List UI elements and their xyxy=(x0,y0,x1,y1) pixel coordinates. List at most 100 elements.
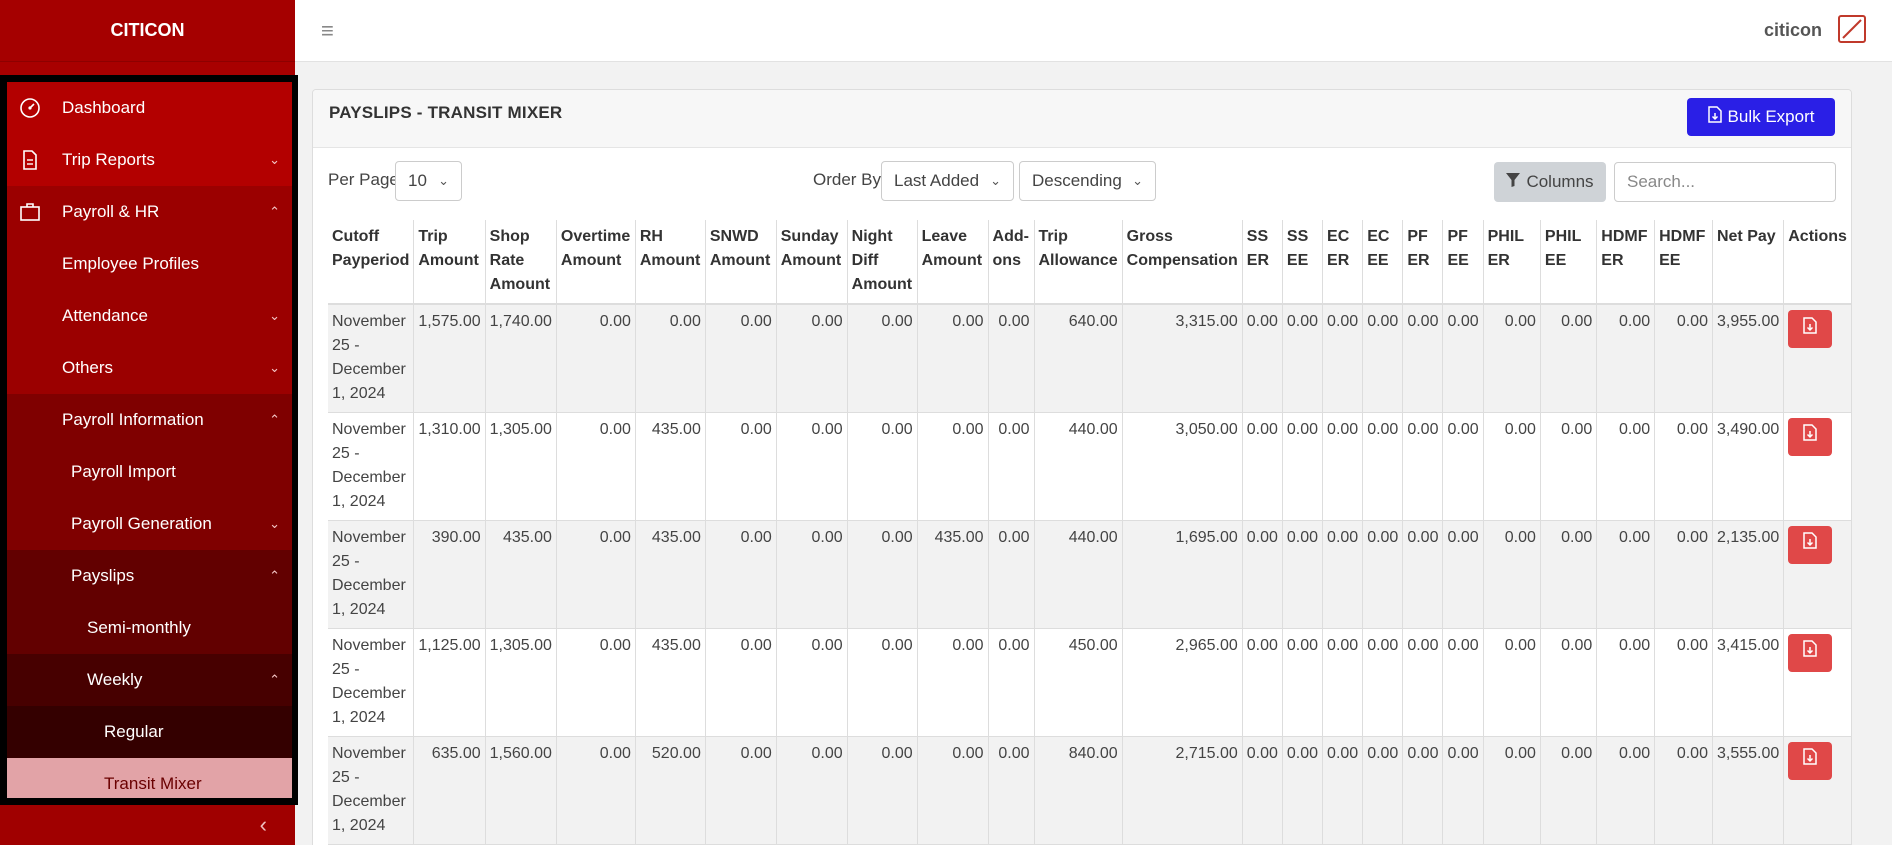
cutoff-period-cell: November 25 - December 1, 2024 xyxy=(328,304,415,413)
column-header[interactable]: Trip Allowance xyxy=(1034,220,1123,305)
table-cell: 1,125.00 xyxy=(413,628,486,737)
table-cell: 0.00 xyxy=(1483,304,1541,413)
table-cell: 0.00 xyxy=(1402,736,1444,845)
table-cell: 640.00 xyxy=(1034,304,1123,413)
download-payslip-button[interactable] xyxy=(1788,633,1833,672)
sidebar-item-transit-mixer[interactable]: Transit Mixer xyxy=(7,758,292,798)
table-cell: 435.00 xyxy=(635,412,706,521)
column-header[interactable]: EC EE xyxy=(1362,220,1404,305)
table-cell: 0.00 xyxy=(776,412,848,521)
sidebar-item-label: Employee Profiles xyxy=(62,254,200,273)
actions-cell xyxy=(1783,304,1851,413)
column-header[interactable]: HDMF ER xyxy=(1596,220,1656,305)
column-header[interactable]: PHIL EE xyxy=(1540,220,1598,305)
table-cell: 0.00 xyxy=(1242,520,1283,629)
sidebar-item-weekly[interactable]: Weekly ⌃ xyxy=(7,654,292,706)
search-input[interactable] xyxy=(1614,162,1836,202)
file-export-icon xyxy=(1707,106,1722,128)
sidebar-item-payroll-information[interactable]: Payroll Information ⌃ xyxy=(7,394,292,446)
user-name[interactable]: citicon xyxy=(1763,20,1822,40)
table-cell: 0.00 xyxy=(1282,304,1324,413)
download-payslip-button[interactable] xyxy=(1788,417,1833,456)
table-cell: 0.00 xyxy=(847,304,918,413)
filter-icon xyxy=(1506,172,1521,192)
column-header[interactable]: Add-ons xyxy=(988,220,1035,305)
table-cell: 0.00 xyxy=(1282,520,1324,629)
sidebar-item-label: Payslips xyxy=(71,566,135,585)
table-cell: 0.00 xyxy=(1540,520,1598,629)
column-header[interactable]: Trip Amount xyxy=(413,220,486,305)
order-by-select[interactable]: Last Added ⌄ xyxy=(881,161,1014,201)
column-header[interactable]: Night Diff Amount xyxy=(847,220,918,305)
table-cell: 0.00 xyxy=(847,736,918,845)
sidebar-item-label: Semi-monthly xyxy=(87,618,191,637)
column-header[interactable]: Cutoff Payperiod xyxy=(328,220,415,305)
column-header[interactable]: RH Amount xyxy=(635,220,706,305)
brand-logo: CITICON xyxy=(0,0,295,62)
table-cell: 0.00 xyxy=(705,412,777,521)
column-header[interactable]: HDMF EE xyxy=(1654,220,1713,305)
sidebar-item-payroll-hr[interactable]: Payroll & HR ⌃ xyxy=(7,186,292,238)
bulk-export-button[interactable]: Bulk Export xyxy=(1687,98,1835,136)
column-header[interactable]: SS ER xyxy=(1242,220,1283,305)
sidebar-item-payslips[interactable]: Payslips ⌃ xyxy=(7,550,292,602)
column-header[interactable]: Leave Amount xyxy=(917,220,989,305)
table-cell: 1,310.00 xyxy=(413,412,486,521)
sidebar-item-label: Payroll & HR xyxy=(62,202,160,221)
card-header: PAYSLIPS - TRANSIT MIXER Bulk Export xyxy=(313,90,1851,148)
table-cell: 1,305.00 xyxy=(485,628,557,737)
table-cell: 0.00 xyxy=(1402,520,1444,629)
sidebar-item-regular[interactable]: Regular xyxy=(7,706,292,758)
avatar[interactable] xyxy=(1838,15,1866,43)
table-cell: 0.00 xyxy=(1282,412,1324,521)
download-payslip-button[interactable] xyxy=(1788,525,1833,564)
column-header[interactable]: Shop Rate Amount xyxy=(485,220,557,305)
column-header[interactable]: PF ER xyxy=(1402,220,1444,305)
per-page-select[interactable]: 10 ⌄ xyxy=(395,161,462,201)
table-cell: 390.00 xyxy=(413,520,486,629)
table-cell: 3,415.00 xyxy=(1712,628,1785,737)
chevron-down-icon: ⌄ xyxy=(1132,173,1143,188)
column-header[interactable]: EC ER xyxy=(1322,220,1364,305)
order-direction-select[interactable]: Descending ⌄ xyxy=(1019,161,1156,201)
table-cell: 0.00 xyxy=(1540,628,1598,737)
sidebar-item-payroll-generation[interactable]: Payroll Generation ⌄ xyxy=(7,498,292,550)
table-cell: 0.00 xyxy=(776,520,848,629)
column-header[interactable]: Sunday Amount xyxy=(776,220,848,305)
sidebar-item-employee-profiles[interactable]: Employee Profiles xyxy=(7,238,292,290)
download-payslip-button[interactable] xyxy=(1788,741,1833,780)
sidebar-item-attendance[interactable]: Attendance ⌄ xyxy=(7,290,292,342)
sidebar-item-others[interactable]: Others ⌄ xyxy=(7,342,292,394)
table-cell: 0.00 xyxy=(1540,412,1598,521)
sidebar-item-label: Regular xyxy=(104,722,164,741)
column-header[interactable]: Gross Compensation xyxy=(1122,220,1243,305)
sidebar-item-dashboard[interactable]: Dashboard xyxy=(7,82,292,134)
table-cell: 0.00 xyxy=(635,304,706,413)
column-header[interactable]: PF EE xyxy=(1442,220,1484,305)
table-cell: 0.00 xyxy=(1596,520,1656,629)
sidebar-collapse-button[interactable]: ‹ xyxy=(0,805,295,845)
table-row: November 25 - December 1, 2024 1,125.00 1,… xyxy=(328,628,1851,737)
hamburger-menu-icon[interactable]: ≡ xyxy=(321,18,334,43)
sidebar-item-semi-monthly[interactable]: Semi-monthly xyxy=(7,602,292,654)
table-cell: 0.00 xyxy=(1596,304,1656,413)
page-title: PAYSLIPS - TRANSIT MIXER xyxy=(329,103,563,122)
table-cell: 0.00 xyxy=(847,628,918,737)
table-cell: 0.00 xyxy=(1654,736,1713,845)
column-header[interactable]: SS EE xyxy=(1282,220,1324,305)
column-header[interactable]: Overtime Amount xyxy=(556,220,636,305)
sidebar-item-trip-reports[interactable]: Trip Reports ⌄ xyxy=(7,134,292,186)
column-header[interactable]: PHIL ER xyxy=(1483,220,1541,305)
table-cell: 0.00 xyxy=(1282,736,1324,845)
column-header[interactable]: SNWD Amount xyxy=(705,220,777,305)
download-payslip-button[interactable] xyxy=(1788,310,1833,348)
table-cell: 3,490.00 xyxy=(1712,412,1785,521)
chevron-down-icon: ⌄ xyxy=(269,360,280,375)
table-cell: 2,135.00 xyxy=(1712,520,1785,629)
table-cell: 0.00 xyxy=(705,628,777,737)
table-cell: 0.00 xyxy=(1483,412,1541,521)
table-cell: 3,050.00 xyxy=(1122,412,1243,521)
sidebar-item-payroll-import[interactable]: Payroll Import xyxy=(7,446,292,498)
columns-button[interactable]: Columns xyxy=(1494,162,1606,202)
column-header[interactable]: Net Pay xyxy=(1712,220,1785,305)
